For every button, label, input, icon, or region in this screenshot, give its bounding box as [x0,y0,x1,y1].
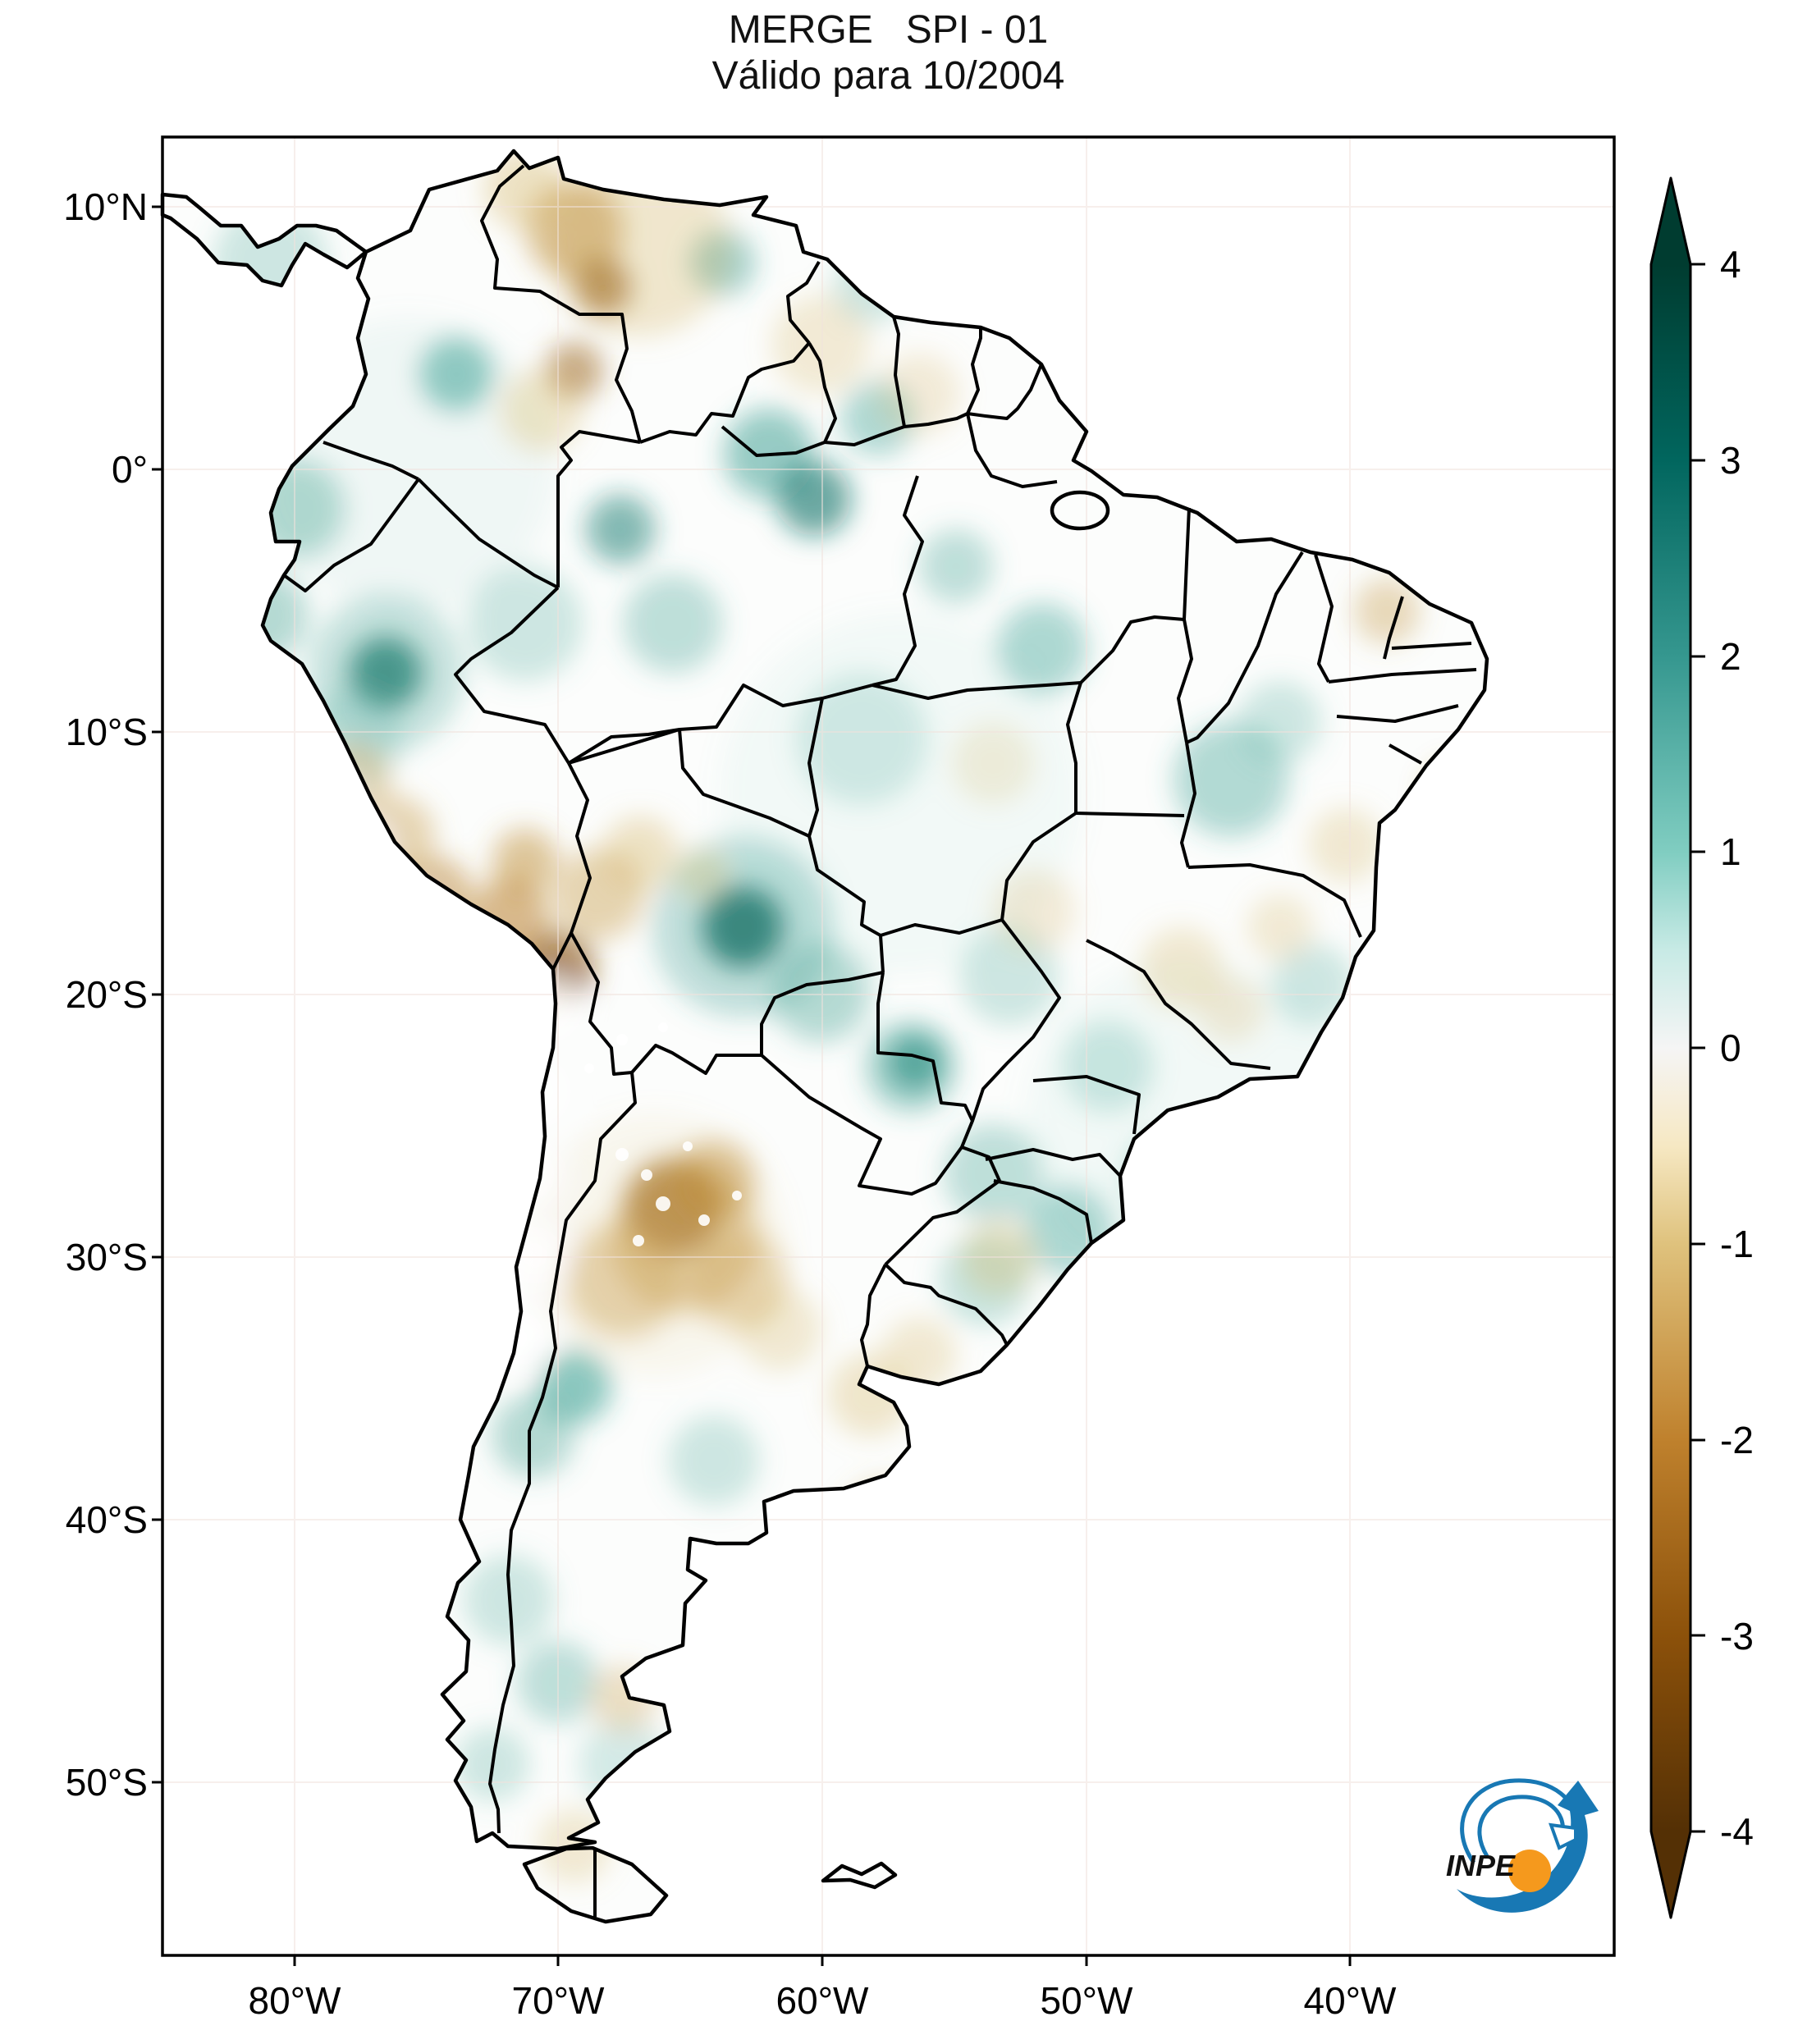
map-frame [161,135,1616,1957]
colorbar [1649,176,1705,1919]
colorbar-tick-label: -4 [1720,1810,1754,1853]
country-borders [282,164,1043,1917]
lon-label-50w: 50°W [1040,1979,1133,2022]
figure-title: MERGE SPI - 01 [728,8,1049,52]
graticule [162,137,1614,1955]
lat-label-40s: 40°S [65,1498,148,1541]
inpe-logo-text: INPE [1446,1849,1516,1882]
colorbar-tick-label: -2 [1720,1419,1754,1461]
lat-label-20s: 20°S [65,973,148,1016]
lon-label-40w: 40°W [1303,1979,1397,2022]
lat-label-50s: 50°S [65,1761,148,1804]
lon-label-80w: 80°W [248,1979,341,2022]
inpe-logo: INPE [1446,1778,1599,1913]
colorbar-tick-label: -3 [1720,1615,1754,1658]
lat-label-0: 0° [112,448,148,491]
colorbar-gradient-bar [1649,176,1692,1919]
colorbar-ticks [1690,263,1705,1833]
axis-ticks [152,205,1352,1966]
lat-label-10n: 10°N [63,185,148,228]
colorbar-tick-label: 0 [1720,1027,1741,1069]
colorbar-tick-label: -1 [1720,1223,1754,1265]
state-borders [567,413,1477,1244]
map-plot [152,135,1616,1966]
orange-dot [1508,1850,1551,1892]
lat-label-30s: 30°S [65,1236,148,1278]
lon-label-70w: 70°W [511,1979,605,2022]
lat-label-10s: 10°S [65,711,148,753]
colorbar-tick-label: 4 [1720,243,1741,286]
masked-pixel-speckles [584,1022,742,1246]
colorbar-tick-label: 2 [1720,635,1741,678]
figure-subtitle: Válido para 10/2004 [711,54,1065,98]
swoosh-arrow-icon [1457,1781,1599,1913]
orbit-arrow-icon [1460,1778,1578,1864]
south-america-coastline [160,149,1489,1924]
lon-label-60w: 60°W [775,1979,869,2022]
colorbar-tick-label: 1 [1720,830,1741,873]
colorbar-tick-label: 3 [1720,439,1741,482]
